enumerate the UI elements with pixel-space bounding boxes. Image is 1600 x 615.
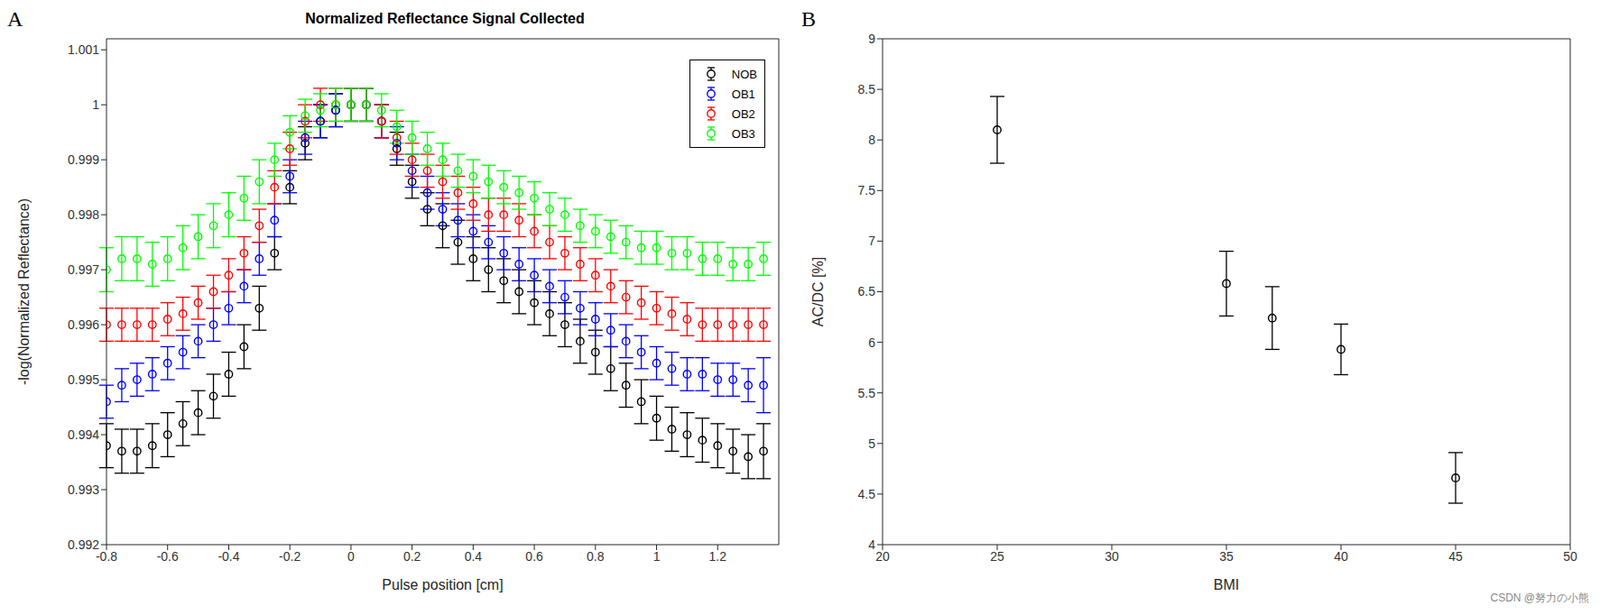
svg-text:-0.2: -0.2 <box>278 549 301 565</box>
svg-text:0.997: 0.997 <box>67 262 100 278</box>
svg-text:0.996: 0.996 <box>67 317 100 333</box>
svg-text:0.995: 0.995 <box>67 372 100 388</box>
svg-text:-0.6: -0.6 <box>157 549 179 565</box>
svg-text:BMI: BMI <box>1213 577 1240 593</box>
html-text:A: A <box>7 7 23 31</box>
svg-text:9: 9 <box>868 31 876 47</box>
svg-text:8: 8 <box>868 132 876 148</box>
svg-text:50: 50 <box>1563 549 1578 565</box>
svg-text:0.6: 0.6 <box>525 549 544 565</box>
svg-text:Pulse position [cm]: Pulse position [cm] <box>381 577 503 593</box>
svg-text:5.5: 5.5 <box>858 386 877 401</box>
svg-text:45: 45 <box>1448 549 1463 565</box>
svg-text:7: 7 <box>868 233 876 249</box>
html-text:OB1: OB1 <box>731 87 756 101</box>
svg-text:0.998: 0.998 <box>67 207 100 222</box>
svg-text:1.2: 1.2 <box>709 549 728 565</box>
html-text:OB2: OB2 <box>731 106 756 121</box>
svg-text:6: 6 <box>868 335 876 351</box>
svg-text:1.001: 1.001 <box>67 42 100 57</box>
svg-text:35: 35 <box>1219 549 1234 565</box>
svg-text:-0.4: -0.4 <box>217 549 240 565</box>
svg-text:6.5: 6.5 <box>858 284 877 299</box>
svg-text:0: 0 <box>347 549 355 565</box>
svg-text:4.5: 4.5 <box>858 487 877 502</box>
svg-text:40: 40 <box>1333 549 1349 565</box>
svg-text:25: 25 <box>989 549 1005 565</box>
html-text:B: B <box>801 7 816 31</box>
svg-text:0.999: 0.999 <box>67 152 100 167</box>
svg-text:1: 1 <box>92 97 100 112</box>
svg-text:20: 20 <box>875 549 890 565</box>
svg-text:8.5: 8.5 <box>858 82 877 97</box>
svg-text:-log(Normalized Reflectance): -log(Normalized Reflectance) <box>16 198 32 386</box>
html-text:CSDN @努力の小熊: CSDN @努力の小熊 <box>1490 591 1590 605</box>
svg-text:0.4: 0.4 <box>464 549 483 565</box>
svg-text:0.994: 0.994 <box>67 427 100 443</box>
svg-text:30: 30 <box>1104 549 1120 565</box>
svg-text:0.993: 0.993 <box>67 482 100 498</box>
svg-text:1: 1 <box>653 549 661 565</box>
svg-text:0.2: 0.2 <box>403 549 422 565</box>
svg-text:5: 5 <box>868 436 876 452</box>
svg-text:7.5: 7.5 <box>858 183 877 198</box>
svg-text:-0.8: -0.8 <box>95 549 118 564</box>
html-text:OB3: OB3 <box>731 126 756 141</box>
svg-text:4: 4 <box>868 537 876 553</box>
html-text:Normalized Reflectance Signal: Normalized Reflectance Signal Collected <box>305 10 585 27</box>
svg-text:AC/DC [%]: AC/DC [%] <box>810 257 826 327</box>
svg-text:0.8: 0.8 <box>586 549 605 565</box>
html-text:NOB: NOB <box>731 67 758 81</box>
svg-text:0.992: 0.992 <box>67 537 100 553</box>
